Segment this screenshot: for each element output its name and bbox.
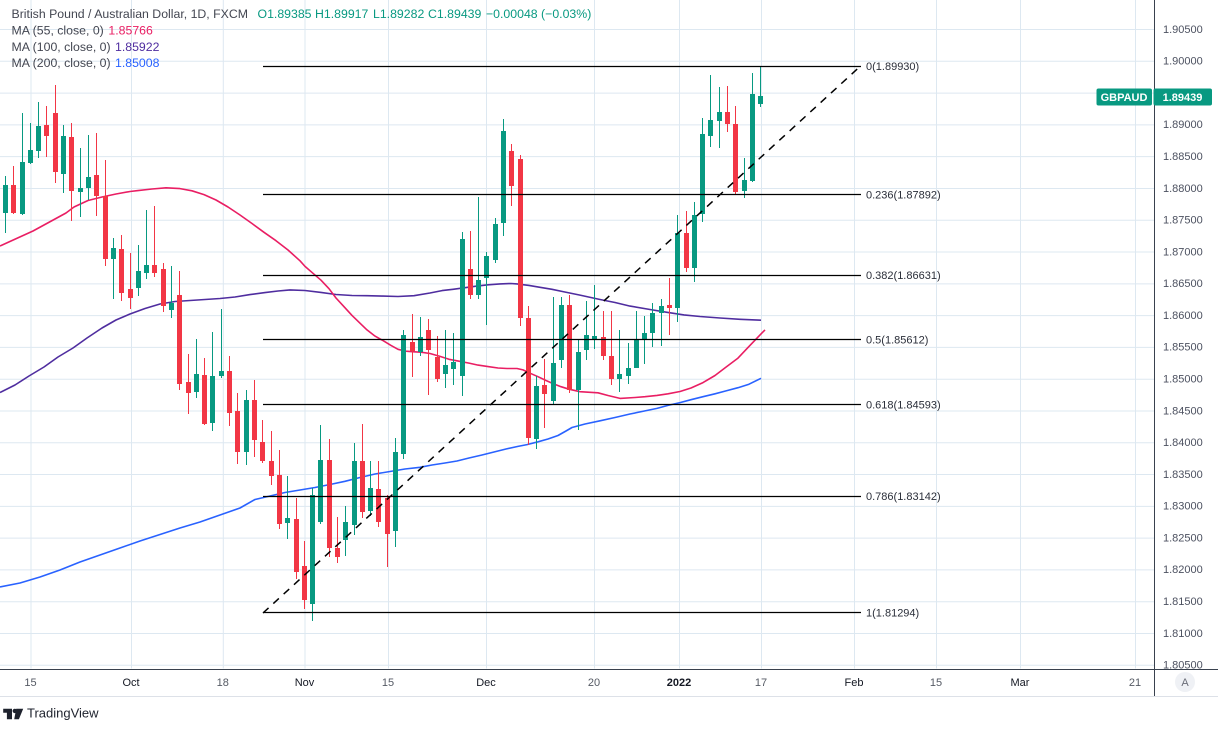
svg-text:Feb: Feb bbox=[845, 677, 864, 689]
svg-text:0.382(1.86631): 0.382(1.86631) bbox=[866, 270, 941, 282]
svg-text:1.85008: 1.85008 bbox=[115, 56, 160, 70]
svg-text:1.83000: 1.83000 bbox=[1163, 501, 1203, 513]
svg-text:MA (200, close, 0): MA (200, close, 0) bbox=[12, 56, 111, 70]
svg-text:17: 17 bbox=[755, 677, 767, 689]
svg-text:1.89000: 1.89000 bbox=[1163, 119, 1203, 131]
svg-text:1.89439: 1.89439 bbox=[1163, 92, 1203, 104]
svg-text:0.786(1.83142): 0.786(1.83142) bbox=[866, 491, 941, 503]
svg-text:C1.89439: C1.89439 bbox=[428, 7, 481, 21]
svg-text:TradingView: TradingView bbox=[27, 705, 99, 720]
svg-text:1.85922: 1.85922 bbox=[115, 40, 160, 54]
svg-text:1.80500: 1.80500 bbox=[1163, 660, 1203, 672]
svg-text:MA (100, close, 0): MA (100, close, 0) bbox=[12, 40, 111, 54]
svg-text:21: 21 bbox=[1129, 677, 1141, 689]
svg-text:1.81000: 1.81000 bbox=[1163, 628, 1203, 640]
svg-text:Oct: Oct bbox=[122, 677, 139, 689]
svg-text:15: 15 bbox=[24, 677, 36, 689]
svg-text:1.82500: 1.82500 bbox=[1163, 532, 1203, 544]
svg-text:1.88000: 1.88000 bbox=[1163, 183, 1203, 195]
svg-text:1.84000: 1.84000 bbox=[1163, 437, 1203, 449]
svg-text:Dec: Dec bbox=[476, 677, 496, 689]
svg-text:L1.89282: L1.89282 bbox=[373, 7, 424, 21]
svg-text:1.90500: 1.90500 bbox=[1163, 24, 1203, 36]
svg-text:Nov: Nov bbox=[295, 677, 315, 689]
svg-text:1.82000: 1.82000 bbox=[1163, 564, 1203, 576]
svg-text:1.88500: 1.88500 bbox=[1163, 151, 1203, 163]
svg-text:1.85766: 1.85766 bbox=[108, 24, 153, 38]
svg-text:0.236(1.87892): 0.236(1.87892) bbox=[866, 190, 941, 202]
svg-text:1.85000: 1.85000 bbox=[1163, 373, 1203, 385]
svg-text:O1.89385: O1.89385 bbox=[258, 7, 312, 21]
svg-text:−0.00048 (−0.03%): −0.00048 (−0.03%) bbox=[486, 7, 591, 21]
svg-text:1.86500: 1.86500 bbox=[1163, 278, 1203, 290]
svg-text:H1.89917: H1.89917 bbox=[315, 7, 368, 21]
svg-text:0.5(1.85612): 0.5(1.85612) bbox=[866, 335, 928, 347]
svg-text:1.87000: 1.87000 bbox=[1163, 246, 1203, 258]
svg-text:18: 18 bbox=[217, 677, 229, 689]
svg-text:0.618(1.84593): 0.618(1.84593) bbox=[866, 399, 941, 411]
svg-text:1(1.81294): 1(1.81294) bbox=[866, 608, 919, 620]
svg-text:1.84500: 1.84500 bbox=[1163, 405, 1203, 417]
svg-text:British Pound / Australian Dol: British Pound / Australian Dollar, 1D, F… bbox=[12, 7, 248, 21]
svg-text:15: 15 bbox=[930, 677, 942, 689]
svg-text:1.87500: 1.87500 bbox=[1163, 215, 1203, 227]
svg-text:MA (55, close, 0): MA (55, close, 0) bbox=[12, 24, 104, 38]
svg-text:GBPAUD: GBPAUD bbox=[1101, 92, 1148, 104]
svg-text:20: 20 bbox=[588, 677, 600, 689]
svg-text:A: A bbox=[1181, 677, 1189, 689]
svg-text:15: 15 bbox=[382, 677, 394, 689]
svg-text:1.90000: 1.90000 bbox=[1163, 56, 1203, 68]
svg-text:1.86000: 1.86000 bbox=[1163, 310, 1203, 322]
svg-text:Mar: Mar bbox=[1011, 677, 1030, 689]
svg-text:2022: 2022 bbox=[667, 677, 691, 689]
svg-text:1.83500: 1.83500 bbox=[1163, 469, 1203, 481]
svg-text:1.81500: 1.81500 bbox=[1163, 596, 1203, 608]
svg-text:1.85500: 1.85500 bbox=[1163, 342, 1203, 354]
svg-text:0(1.89930): 0(1.89930) bbox=[866, 61, 919, 73]
